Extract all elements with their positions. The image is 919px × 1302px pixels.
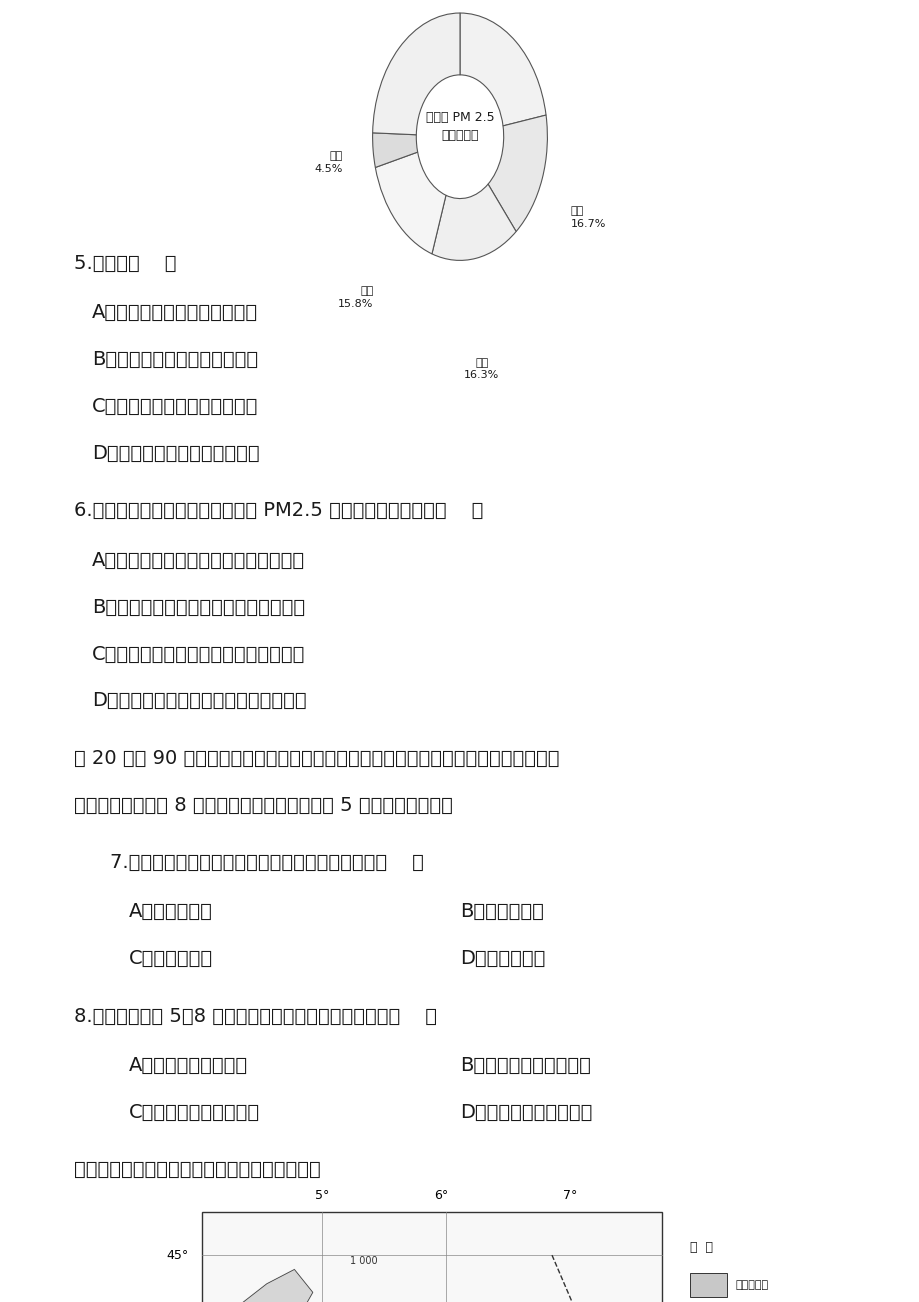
Text: C．瓜地休耕以恢复肥力: C．瓜地休耕以恢复肥力 — [129, 1103, 260, 1122]
Text: 45°: 45° — [166, 1249, 188, 1262]
Text: 自 20 世纪 90 年代初，浙江温州的一些瓜农到海南岛承包土地，种植西瓜，产品销往全: 自 20 世纪 90 年代初，浙江温州的一些瓜农到海南岛承包土地，种植西瓜，产品… — [74, 749, 559, 768]
Text: 如图为世界某区域葡萄和薰衣草分布图。读图，: 如图为世界某区域葡萄和薰衣草分布图。读图， — [74, 1160, 320, 1180]
Text: C．燃烧煤炭是最主要的污染源: C．燃烧煤炭是最主要的污染源 — [92, 397, 258, 417]
Bar — [202, 1212, 662, 1302]
Text: 图  例: 图 例 — [689, 1241, 712, 1254]
Text: D．市场需求大: D．市场需求大 — [460, 949, 545, 969]
Text: 国各地。他们每年 8 月底到海南岛种西瓜，次年 5 月中旬返回温州。: 国各地。他们每年 8 月底到海南岛种西瓜，次年 5 月中旬返回温州。 — [74, 796, 452, 815]
Text: C．种植利润高: C．种植利润高 — [129, 949, 212, 969]
Wedge shape — [488, 115, 547, 232]
Text: A．温州正值农忙季节: A．温州正值农忙季节 — [129, 1056, 247, 1075]
Wedge shape — [372, 133, 417, 168]
Text: C．将有污染的工业企业搬迁到周边地区: C．将有污染的工业企业搬迁到周边地区 — [92, 644, 305, 664]
Text: 7°: 7° — [562, 1189, 577, 1202]
Text: 其他
4.5%: 其他 4.5% — [314, 151, 343, 174]
Polygon shape — [211, 1269, 312, 1302]
Text: A．人工降雨，减少空气中污染物的数量: A．人工降雨，减少空气中污染物的数量 — [92, 551, 305, 570]
Text: 6.根据图中信息判断，北京市治理 PM2.5 可采取的主要措施是（    ）: 6.根据图中信息判断，北京市治理 PM2.5 可采取的主要措施是（ ） — [74, 501, 482, 521]
Text: D．海南岛西瓜竞争力弱: D．海南岛西瓜竞争力弱 — [460, 1103, 592, 1122]
Wedge shape — [372, 13, 460, 135]
Wedge shape — [375, 152, 446, 254]
Bar — [689, 1273, 726, 1297]
Text: D．大力发展公共交通，减少私家车出行: D．大力发展公共交通，减少私家车出行 — [92, 691, 306, 711]
Text: 5°: 5° — [314, 1189, 329, 1202]
Text: B．减小煤炭使用量，缩短冬季供暖时间: B．减小煤炭使用量，缩短冬季供暖时间 — [92, 598, 305, 617]
Text: B．夏季降水量大，雾霾天数少: B．夏季降水量大，雾霾天数少 — [92, 350, 258, 370]
Text: 扬尘
15.8%: 扬尘 15.8% — [338, 286, 373, 309]
Text: 葡萄分布区: 葡萄分布区 — [735, 1280, 768, 1290]
Text: 7.温州瓜农选择在海南岛种植西瓜，是因为海南岛（    ）: 7.温州瓜农选择在海南岛种植西瓜，是因为海南岛（ ） — [110, 853, 424, 872]
Text: B．海南岛不宜种植西瓜: B．海南岛不宜种植西瓜 — [460, 1056, 590, 1075]
Text: D．工业发展水平高，污染严重: D．工业发展水平高，污染严重 — [92, 444, 259, 464]
Wedge shape — [432, 184, 516, 260]
Text: 北京市 PM 2.5
来源示意图: 北京市 PM 2.5 来源示意图 — [425, 111, 494, 142]
Text: 燃烧
16.7%: 燃烧 16.7% — [571, 206, 606, 229]
Text: 6°: 6° — [434, 1189, 448, 1202]
Text: B．种植成本低: B．种植成本低 — [460, 902, 543, 922]
Text: 5.北京市（    ）: 5.北京市（ ） — [74, 254, 176, 273]
Text: A．春季多大风，雾霾天气增多: A．春季多大风，雾霾天气增多 — [92, 303, 258, 323]
Text: 1 000: 1 000 — [349, 1255, 377, 1266]
Text: 8.温州瓜农每年 5～8 月离开海南岛，主要原因是此期间（    ）: 8.温州瓜农每年 5～8 月离开海南岛，主要原因是此期间（ ） — [74, 1006, 437, 1026]
Wedge shape — [460, 13, 546, 126]
Text: 工业
16.3%: 工业 16.3% — [463, 358, 499, 380]
Text: A．西瓜品种优: A．西瓜品种优 — [129, 902, 212, 922]
